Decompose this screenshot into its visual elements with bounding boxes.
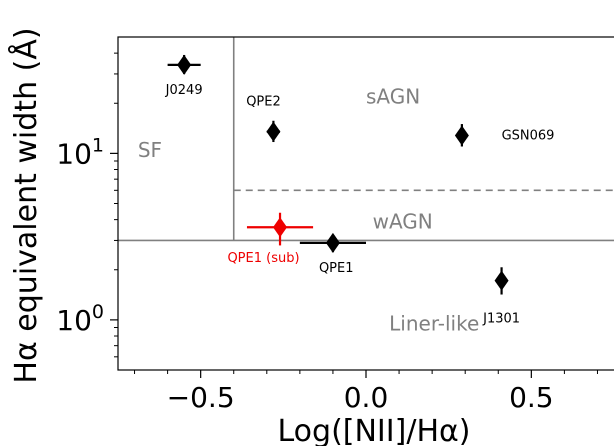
region-label: Liner-like xyxy=(389,312,479,336)
x-tick-label: 0.0 xyxy=(344,381,389,414)
diamond-marker xyxy=(494,270,509,291)
point-label: QPE2 xyxy=(246,94,281,109)
y-axis-label: Hα equivalent width (Å) xyxy=(8,27,44,383)
region-label: SF xyxy=(138,138,162,162)
data-point xyxy=(167,54,201,75)
data-point xyxy=(266,120,281,143)
region-labels: SF sAGN wAGN Liner-like xyxy=(138,84,479,335)
region-label: wAGN xyxy=(373,209,433,233)
x-axis-ticks: −0.5 0.0 0.5 xyxy=(134,370,598,414)
point-label: GSN069 xyxy=(502,129,555,144)
point-label: J1301 xyxy=(482,311,520,326)
diamond-marker xyxy=(325,232,340,253)
region-label: sAGN xyxy=(366,84,420,108)
point-label: J0249 xyxy=(165,83,203,98)
data-point xyxy=(246,212,314,246)
x-tick-label: 0.5 xyxy=(509,381,554,414)
data-point xyxy=(454,124,469,147)
divider-lines xyxy=(118,37,614,242)
x-axis-label: Log([NII]/Hα) xyxy=(278,414,471,446)
y-tick-label: 101 xyxy=(56,134,104,170)
x-tick-label: −0.5 xyxy=(167,381,235,414)
y-tick-label: 100 xyxy=(56,301,104,337)
y-axis-ticks: 100 101 xyxy=(56,52,118,358)
point-labels: J0249 QPE2 GSN069 QPE1 (sub) QPE1 J1301 xyxy=(165,83,555,326)
diamond-marker xyxy=(177,54,192,75)
data-points xyxy=(167,54,509,295)
data-point xyxy=(299,232,366,253)
diamond-marker xyxy=(266,121,281,142)
diamond-marker xyxy=(273,217,288,238)
diamond-marker xyxy=(454,125,469,146)
point-label: QPE1 xyxy=(319,261,354,276)
point-label: QPE1 (sub) xyxy=(227,251,299,266)
data-point xyxy=(494,267,509,295)
